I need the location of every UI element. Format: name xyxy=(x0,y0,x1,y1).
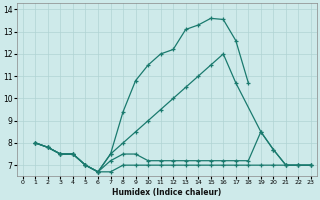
X-axis label: Humidex (Indice chaleur): Humidex (Indice chaleur) xyxy=(112,188,221,197)
